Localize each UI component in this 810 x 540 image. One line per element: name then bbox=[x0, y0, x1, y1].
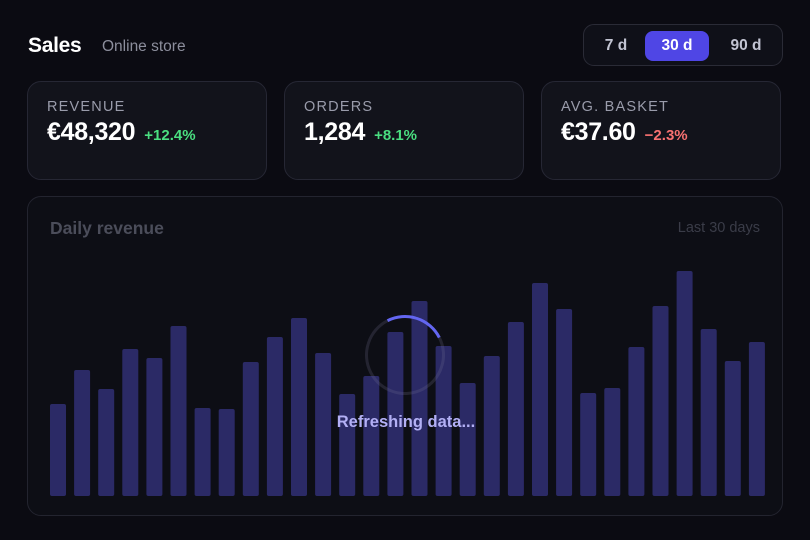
revenue-bar bbox=[556, 309, 573, 496]
revenue-bar bbox=[652, 306, 669, 496]
revenue-bar bbox=[435, 346, 452, 496]
revenue-bar bbox=[218, 409, 235, 496]
kpi-value-row: 1,284 +8.1% bbox=[304, 118, 417, 147]
revenue-bar bbox=[339, 394, 356, 496]
revenue-bar bbox=[315, 353, 332, 496]
revenue-bar bbox=[242, 362, 259, 496]
kpi-card-revenue: REVENUE €48,320 +12.4% bbox=[27, 81, 267, 180]
revenue-bar bbox=[98, 389, 115, 496]
daily-revenue-chart bbox=[50, 271, 765, 496]
range-90d-button[interactable]: 90 d bbox=[730, 37, 762, 54]
revenue-bar bbox=[580, 393, 597, 496]
kpi-delta: +8.1% bbox=[374, 127, 418, 144]
revenue-bar bbox=[363, 376, 380, 496]
kpi-value: €37.60 bbox=[561, 118, 636, 146]
loading-text: Refreshing data... bbox=[336, 413, 476, 431]
revenue-bar bbox=[507, 322, 524, 496]
revenue-bar bbox=[74, 370, 91, 496]
kpi-label: AVG. BASKET bbox=[561, 99, 670, 115]
revenue-bar bbox=[459, 383, 476, 496]
kpi-value-row: €37.60 −2.3% bbox=[561, 118, 688, 147]
revenue-bar bbox=[411, 301, 428, 496]
revenue-bar bbox=[146, 358, 163, 496]
kpi-value: 1,284 bbox=[304, 118, 366, 146]
revenue-bar bbox=[387, 332, 404, 496]
revenue-bar bbox=[266, 337, 283, 496]
revenue-bar bbox=[170, 326, 187, 496]
kpi-value: €48,320 bbox=[47, 118, 136, 146]
daily-revenue-card: Daily revenue Last 30 days Refreshing da… bbox=[27, 196, 783, 516]
range-selector: 7 d 30 d 90 d bbox=[583, 24, 783, 66]
range-7d-button[interactable]: 7 d bbox=[604, 37, 628, 54]
chart-title: Daily revenue bbox=[50, 218, 164, 238]
page-subtitle: Online store bbox=[102, 38, 186, 55]
range-30d-button[interactable]: 30 d bbox=[645, 31, 709, 61]
chart-range-label: Last 30 days bbox=[677, 220, 760, 236]
kpi-value-row: €48,320 +12.4% bbox=[47, 118, 196, 147]
revenue-bar bbox=[194, 408, 211, 496]
kpi-label: REVENUE bbox=[47, 99, 126, 115]
kpi-delta: +12.4% bbox=[144, 127, 196, 144]
page-title: Sales bbox=[28, 34, 82, 57]
revenue-bar bbox=[676, 271, 693, 496]
kpi-card-avg-basket: AVG. BASKET €37.60 −2.3% bbox=[541, 81, 781, 180]
revenue-bar bbox=[748, 342, 765, 496]
kpi-label: ORDERS bbox=[304, 99, 374, 115]
revenue-bar bbox=[532, 283, 548, 496]
revenue-bar bbox=[483, 356, 500, 496]
kpi-card-orders: ORDERS 1,284 +8.1% bbox=[284, 81, 524, 180]
revenue-bar bbox=[291, 318, 307, 496]
revenue-bar bbox=[724, 361, 741, 496]
revenue-bar bbox=[700, 329, 717, 496]
revenue-bar bbox=[628, 347, 645, 496]
revenue-bar bbox=[50, 404, 66, 496]
revenue-bar bbox=[604, 388, 621, 496]
kpi-delta: −2.3% bbox=[644, 127, 688, 144]
revenue-bar bbox=[122, 349, 139, 496]
